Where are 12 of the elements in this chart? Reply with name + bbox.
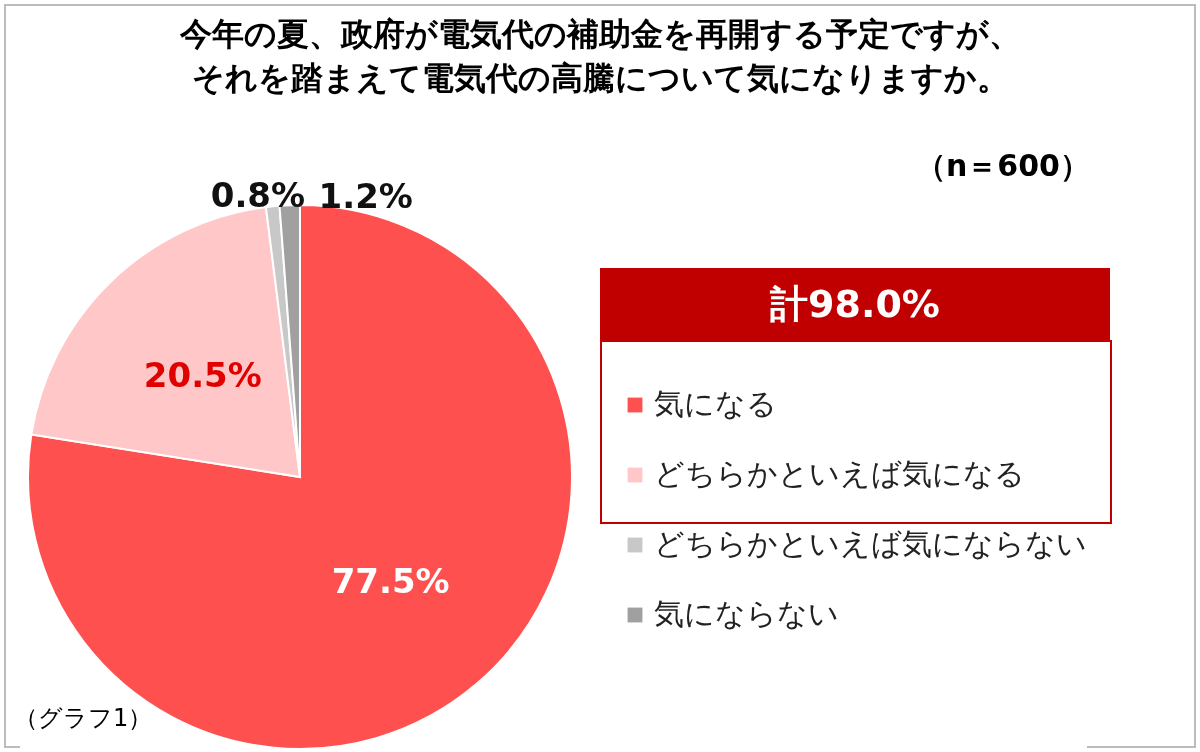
- data-label: 0.8%: [210, 175, 306, 216]
- legend-label: どちらかといえば気になる: [654, 456, 1025, 491]
- text: （グラフ1）: [14, 703, 153, 734]
- data-label: 1.2%: [318, 176, 413, 217]
- chart-title: 今年の夏、政府が電気代の補助金を再開する予定ですが、それを踏まえて電気代の高騰について気になりますか。: [178, 14, 1022, 99]
- legend-label: 気になる: [654, 386, 777, 421]
- data-label: 20.5%: [143, 354, 262, 395]
- legend-label: どちらかといえば気にならない: [654, 526, 1087, 561]
- text: 計98.0%: [600, 268, 1110, 340]
- legend-label: 気にならない: [654, 596, 839, 631]
- chart-subtitle: （n＝600）: [916, 147, 1090, 185]
- data-label: 77.5%: [331, 561, 450, 602]
